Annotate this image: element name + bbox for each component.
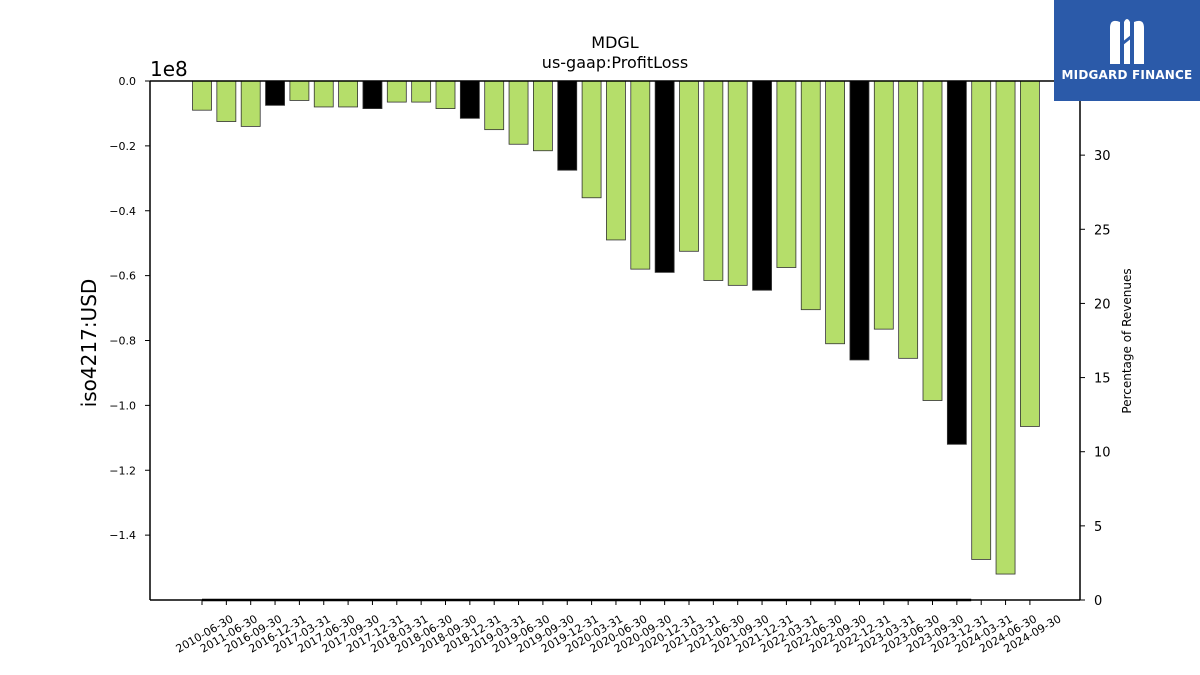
- bar-2021-09-30: [727, 80, 748, 286]
- bar-2020-12-31: [654, 80, 675, 273]
- y2-tick-label: 20: [1094, 297, 1111, 312]
- midgard-finance-logo: MIDGARD FINANCE: [1054, 0, 1200, 101]
- bar-2023-12-31: [946, 80, 967, 445]
- y2-tick-label: 15: [1094, 372, 1111, 387]
- bar-2024-03-31: [971, 80, 992, 560]
- bar-2022-09-30: [825, 80, 845, 345]
- y2-tick-label: 10: [1094, 446, 1111, 461]
- bar-2019-09-30: [533, 80, 553, 152]
- chart-title: MDGL: [591, 33, 639, 52]
- bar-2022-12-31: [849, 80, 870, 361]
- y2-tick-label: 25: [1094, 223, 1111, 238]
- y-tick-label: −0.2: [109, 140, 136, 153]
- midgard-logo-icon: [1110, 19, 1144, 64]
- y2-ticks-group: 0 5 10 15 20 25 30: [1080, 149, 1111, 609]
- bar-2019-03-31: [484, 80, 505, 131]
- bar-2022-03-31: [776, 80, 797, 268]
- bar-2018-06-30: [411, 80, 432, 103]
- y-tick-label: 0.0: [119, 75, 137, 88]
- chart-subtitle: us-gaap:ProfitLoss: [542, 53, 688, 72]
- y-tick-label: −1.2: [109, 464, 136, 477]
- bar-2021-12-31: [752, 80, 772, 291]
- bars-group: [192, 80, 1040, 575]
- bar-2018-09-30: [435, 80, 456, 109]
- y-tick-label: −1.0: [109, 399, 136, 412]
- bar-2017-09-30: [338, 80, 359, 108]
- bar-2023-09-30: [922, 80, 943, 401]
- bar-2020-09-30: [630, 80, 651, 270]
- bar-2011-06-30: [216, 80, 237, 122]
- y-tick-label: −0.8: [109, 335, 136, 348]
- bar-2016-12-31: [265, 80, 285, 106]
- y-scale-note: 1e8: [150, 57, 188, 81]
- bar-2016-09-30: [240, 80, 261, 127]
- axes-group: [149, 80, 1081, 602]
- logo-text: MIDGARD FINANCE: [1061, 68, 1193, 82]
- bar-2017-12-31: [362, 80, 383, 109]
- x-ticks-group: 2010-06-302011-06-302016-09-302016-12-31…: [174, 600, 1063, 656]
- bar-2023-06-30: [898, 80, 919, 359]
- y-tick-label: −0.6: [109, 270, 136, 283]
- bar-2020-06-30: [606, 80, 626, 241]
- bar-2018-03-31: [386, 80, 407, 103]
- bar-2024-06-30: [995, 80, 1016, 575]
- y-tick-label: −0.4: [109, 205, 136, 218]
- bar-2021-06-30: [703, 80, 724, 281]
- bar-2021-03-31: [679, 80, 699, 252]
- bar-2020-03-31: [581, 80, 602, 199]
- bar-2017-06-30: [313, 80, 334, 108]
- bar-2010-06-30: [192, 80, 212, 111]
- bar-2022-06-30: [800, 80, 821, 311]
- y-ticks-group: 0.0 −0.2 −0.4 −0.6 −0.8 −1.0 −1.2 −1.4: [109, 75, 150, 542]
- y-tick-label: −1.4: [109, 529, 136, 542]
- bar-2019-06-30: [508, 80, 529, 145]
- y2-tick-label: 30: [1094, 149, 1111, 164]
- bar-2024-09-30: [1020, 80, 1040, 427]
- bar-2023-03-31: [873, 80, 894, 330]
- bar-2019-12-31: [557, 80, 578, 171]
- y2-tick-label: 5: [1094, 520, 1102, 535]
- y2-tick-label: 0: [1094, 594, 1102, 609]
- bar-2018-12-31: [459, 80, 480, 119]
- bar-2017-03-31: [289, 80, 310, 101]
- y2-axis-label: Percentage of Revenues: [1120, 268, 1134, 413]
- y-axis-label: iso4217:USD: [77, 279, 101, 408]
